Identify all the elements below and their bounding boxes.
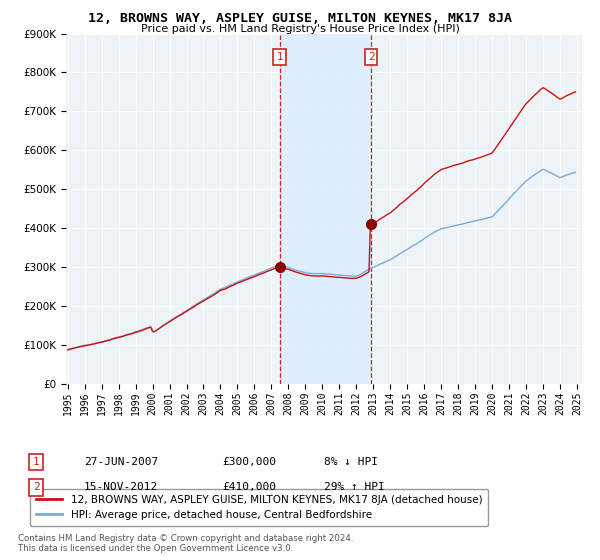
Text: 29% ↑ HPI: 29% ↑ HPI	[324, 482, 385, 492]
Text: 15-NOV-2012: 15-NOV-2012	[84, 482, 158, 492]
Text: 1: 1	[32, 457, 40, 467]
Text: 8% ↓ HPI: 8% ↓ HPI	[324, 457, 378, 467]
Text: Contains HM Land Registry data © Crown copyright and database right 2024.
This d: Contains HM Land Registry data © Crown c…	[18, 534, 353, 553]
Text: Price paid vs. HM Land Registry's House Price Index (HPI): Price paid vs. HM Land Registry's House …	[140, 24, 460, 34]
Text: 2: 2	[32, 482, 40, 492]
Legend: 12, BROWNS WAY, ASPLEY GUISE, MILTON KEYNES, MK17 8JA (detached house), HPI: Ave: 12, BROWNS WAY, ASPLEY GUISE, MILTON KEY…	[30, 488, 488, 526]
Text: £300,000: £300,000	[222, 457, 276, 467]
Text: 12, BROWNS WAY, ASPLEY GUISE, MILTON KEYNES, MK17 8JA: 12, BROWNS WAY, ASPLEY GUISE, MILTON KEY…	[88, 12, 512, 25]
Text: 1: 1	[276, 52, 283, 62]
Text: £410,000: £410,000	[222, 482, 276, 492]
Text: 2: 2	[368, 52, 374, 62]
Bar	[280, 34, 371, 384]
Text: 27-JUN-2007: 27-JUN-2007	[84, 457, 158, 467]
